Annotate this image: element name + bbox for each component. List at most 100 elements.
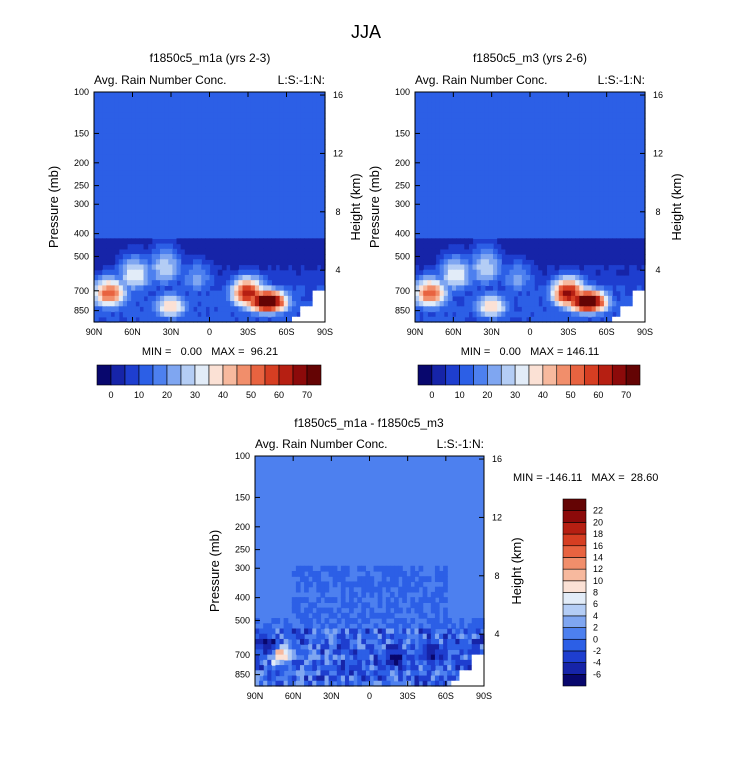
- field-cell: [624, 207, 630, 213]
- field-cell: [155, 180, 161, 187]
- field-cell: [612, 97, 617, 104]
- field-cell: [443, 576, 448, 583]
- field-cell: [250, 316, 256, 323]
- field-cell: [267, 102, 272, 109]
- field-cell: [332, 597, 338, 603]
- field-cell: [110, 144, 116, 151]
- field-cell: [423, 139, 428, 145]
- field-cell: [517, 191, 523, 198]
- field-cell: [98, 102, 103, 109]
- field-cell: [320, 212, 326, 219]
- field-cell: [122, 207, 128, 213]
- field-cell: [558, 227, 564, 234]
- field-cell: [180, 180, 186, 187]
- field-cell: [287, 238, 293, 245]
- field-cell: [550, 306, 556, 313]
- field-cell: [562, 207, 568, 213]
- field-cell: [419, 180, 424, 187]
- field-cell: [230, 301, 235, 307]
- field-cell: [451, 175, 457, 182]
- field-cell: [616, 123, 621, 130]
- field-cell: [472, 159, 478, 166]
- field-cell: [636, 306, 642, 313]
- field-cell: [283, 107, 289, 114]
- field-cell: [250, 191, 256, 198]
- field-cell: [275, 102, 281, 109]
- field-cell: [127, 311, 132, 318]
- field-cell: [575, 159, 580, 166]
- field-cell: [312, 212, 318, 219]
- field-cell: [118, 222, 124, 229]
- field-cell: [320, 227, 326, 234]
- field-cell: [505, 175, 511, 182]
- field-cell: [308, 238, 314, 245]
- field-cell: [164, 311, 169, 318]
- field-cell: [304, 264, 310, 271]
- field-cell: [296, 316, 301, 323]
- field-cell: [460, 227, 465, 234]
- field-cell: [193, 285, 198, 292]
- field-cell: [155, 186, 161, 192]
- field-cell: [188, 290, 194, 297]
- field-cell: [628, 311, 634, 318]
- field-cell: [562, 248, 568, 255]
- field-cell: [254, 207, 260, 213]
- field-cell: [122, 238, 128, 245]
- field-cell: [164, 274, 169, 281]
- field-cell: [423, 128, 428, 135]
- field-cell: [415, 311, 420, 318]
- field-cell: [456, 128, 461, 135]
- field-cell: [480, 311, 486, 318]
- field-cell: [554, 295, 560, 302]
- field-cell: [431, 180, 437, 187]
- field-cell: [579, 212, 584, 219]
- field-cell: [193, 97, 198, 104]
- field-cell: [484, 139, 490, 145]
- field-cell: [620, 128, 626, 135]
- field-cell: [139, 285, 145, 292]
- field-cell: [238, 238, 244, 245]
- field-cell: [608, 165, 613, 172]
- field-cell: [221, 254, 227, 260]
- field-cell: [209, 102, 215, 109]
- field-cell: [230, 170, 235, 177]
- field-cell: [554, 301, 560, 307]
- field-cell: [155, 243, 161, 250]
- field-cell: [493, 306, 498, 313]
- panel-3-subtitle-left: Avg. Rain Number Conc.: [255, 437, 388, 451]
- field-cell: [230, 222, 235, 229]
- field-cell: [628, 316, 634, 323]
- field-cell: [443, 133, 449, 140]
- field-cell: [188, 180, 194, 187]
- field-cell: [271, 170, 277, 177]
- field-cell: [238, 201, 244, 208]
- field-cell: [595, 316, 601, 323]
- field-cell: [575, 233, 580, 239]
- field-cell: [205, 180, 211, 187]
- field-cell: [299, 597, 305, 603]
- field-cell: [427, 295, 433, 302]
- field-cell: [102, 254, 107, 260]
- field-cell: [472, 112, 478, 119]
- x-tick-label: 90N: [86, 327, 103, 337]
- field-cell: [534, 112, 539, 119]
- field-cell: [246, 248, 252, 255]
- field-cell: [209, 97, 215, 104]
- field-cell: [546, 207, 552, 213]
- field-cell: [106, 233, 112, 239]
- field-cell: [205, 295, 211, 302]
- field-cell: [530, 139, 535, 145]
- field-cell: [542, 285, 548, 292]
- field-cell: [472, 107, 478, 114]
- field-cell: [226, 222, 231, 229]
- field-cell: [628, 133, 634, 140]
- field-cell: [180, 186, 186, 192]
- field-cell: [484, 118, 490, 124]
- field-cell: [456, 97, 461, 104]
- field-cell: [579, 238, 584, 245]
- field-cell: [493, 274, 498, 281]
- field-cell: [456, 274, 461, 281]
- field-cell: [267, 222, 272, 229]
- field-cell: [402, 586, 407, 593]
- field-cell: [320, 196, 326, 203]
